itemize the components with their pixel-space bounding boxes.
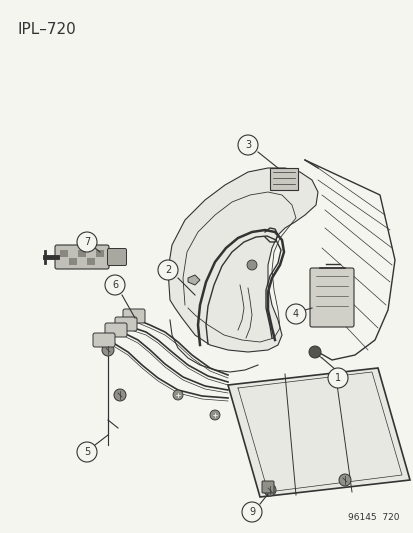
FancyBboxPatch shape: [55, 245, 109, 269]
Bar: [269, 168, 297, 190]
Circle shape: [77, 232, 97, 252]
Circle shape: [285, 304, 305, 324]
FancyBboxPatch shape: [261, 481, 273, 493]
Text: 6: 6: [112, 280, 118, 290]
Circle shape: [158, 260, 178, 280]
Circle shape: [114, 389, 126, 401]
FancyBboxPatch shape: [107, 248, 126, 265]
Bar: [60, 250, 68, 257]
Circle shape: [308, 346, 320, 358]
Polygon shape: [188, 275, 199, 285]
FancyBboxPatch shape: [105, 323, 127, 337]
Circle shape: [105, 275, 125, 295]
Circle shape: [338, 474, 350, 486]
Circle shape: [327, 368, 347, 388]
Text: 96145  720: 96145 720: [348, 513, 399, 522]
Text: 5: 5: [84, 447, 90, 457]
Bar: [96, 250, 104, 257]
Text: 3: 3: [244, 140, 250, 150]
Circle shape: [247, 260, 256, 270]
Circle shape: [173, 390, 183, 400]
Circle shape: [242, 502, 261, 522]
FancyBboxPatch shape: [115, 317, 137, 331]
Polygon shape: [228, 368, 409, 497]
Circle shape: [263, 484, 275, 496]
Bar: [78, 250, 86, 257]
Text: IPL–720: IPL–720: [18, 22, 76, 37]
Circle shape: [102, 344, 114, 356]
Polygon shape: [168, 168, 317, 352]
FancyBboxPatch shape: [123, 309, 145, 323]
FancyBboxPatch shape: [93, 333, 115, 347]
Circle shape: [209, 410, 219, 420]
Text: 4: 4: [292, 309, 298, 319]
Circle shape: [237, 135, 257, 155]
Bar: [69, 258, 77, 265]
Circle shape: [77, 442, 97, 462]
Text: 7: 7: [84, 237, 90, 247]
Text: 2: 2: [164, 265, 171, 275]
Text: 9: 9: [248, 507, 254, 517]
Text: 1: 1: [334, 373, 340, 383]
FancyBboxPatch shape: [309, 268, 353, 327]
Bar: [87, 258, 95, 265]
